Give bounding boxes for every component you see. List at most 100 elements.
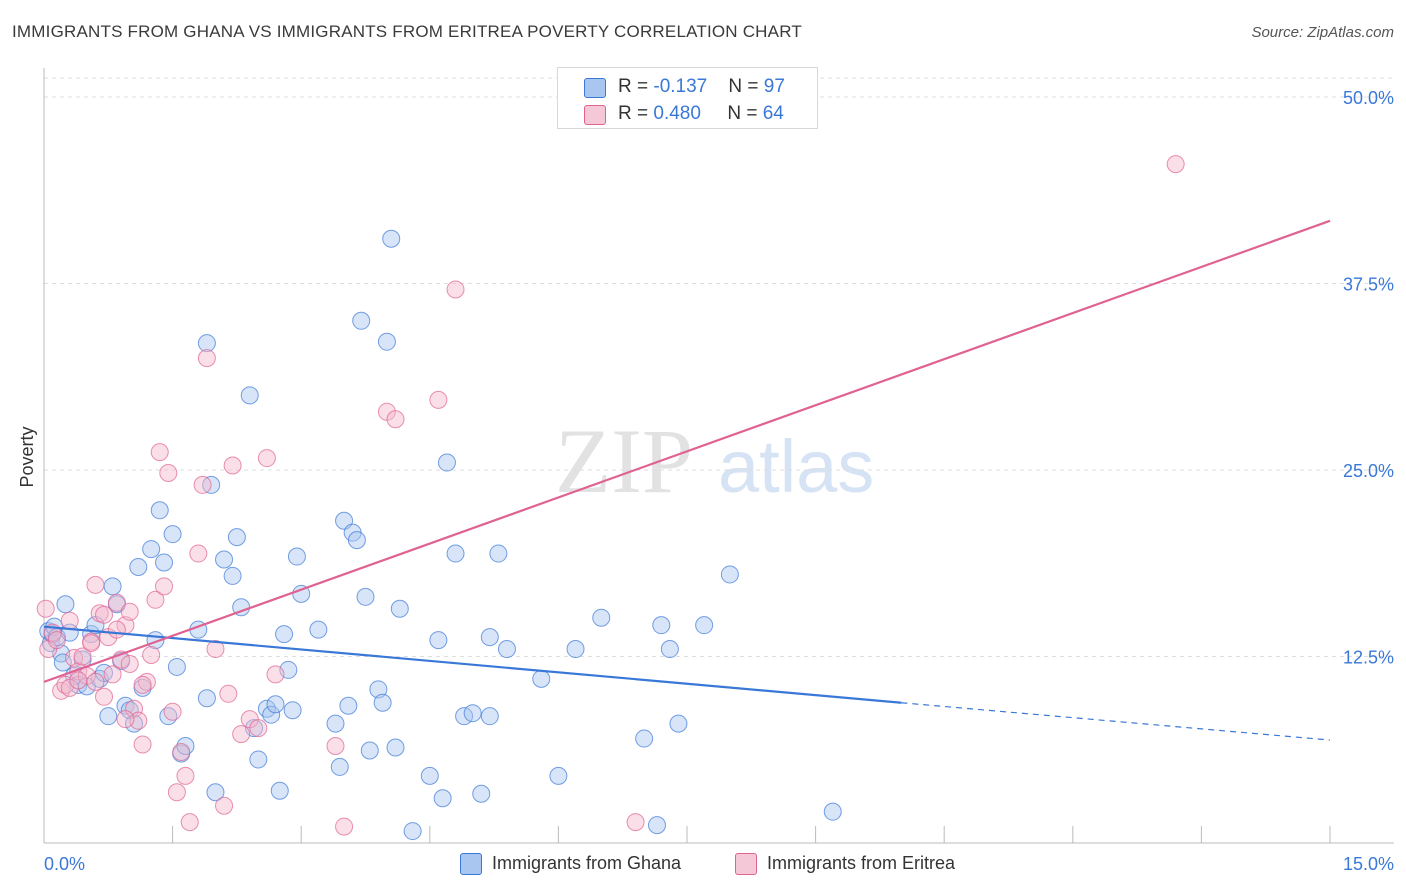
data-point [86, 672, 105, 691]
trend-lines [43, 219, 1331, 741]
data-point [382, 229, 401, 248]
data-point [262, 705, 281, 724]
chart-title: IMMIGRANTS FROM GHANA VS IMMIGRANTS FROM… [12, 22, 802, 41]
data-point [167, 657, 186, 676]
data-point [330, 757, 349, 776]
data-point [36, 599, 55, 618]
data-point [373, 693, 392, 712]
data-point [129, 557, 148, 576]
data-point [142, 646, 161, 665]
eritrea-r-label: R = [618, 103, 654, 124]
data-point [347, 531, 366, 550]
data-point [257, 449, 276, 468]
data-point [249, 719, 268, 738]
data-point [549, 766, 568, 785]
data-point [215, 550, 234, 569]
trend-line-ghana-extension [901, 702, 1331, 741]
data-point [480, 628, 499, 647]
chart-source: Source: ZipAtlas.com [1251, 24, 1394, 41]
data-point [107, 620, 126, 639]
data-point [53, 653, 72, 672]
data-point [232, 725, 251, 744]
ghana-n-label: N = [728, 76, 764, 97]
data-point [120, 654, 139, 673]
x-tick-label-min: 0.0% [44, 854, 85, 874]
legend-swatch-ghana [460, 853, 482, 875]
series-ghana [39, 229, 842, 841]
data-point [99, 707, 118, 726]
data-point [240, 386, 259, 405]
data-point [403, 822, 422, 841]
data-point [155, 577, 174, 596]
data-point [386, 738, 405, 757]
data-points [36, 155, 1185, 841]
ghana-r-value: -0.137 [653, 76, 708, 97]
data-point [193, 475, 212, 494]
data-point [103, 577, 122, 596]
eritrea-swatch [584, 105, 606, 125]
data-point [142, 540, 161, 559]
data-point [223, 566, 242, 585]
gridlines [44, 77, 1394, 657]
data-point [463, 704, 482, 723]
axes [43, 68, 1394, 844]
x-tick-labels: 0.0% 15.0% [44, 854, 1394, 874]
data-point [626, 813, 645, 832]
data-point [95, 605, 114, 624]
trend-line-ghana [43, 625, 902, 704]
data-point [197, 349, 216, 368]
data-point [823, 802, 842, 821]
data-point [176, 766, 195, 785]
data-point [155, 553, 174, 572]
data-point [107, 593, 126, 612]
data-point [497, 640, 516, 659]
data-point [129, 711, 148, 730]
data-point [720, 565, 739, 584]
data-point [592, 608, 611, 627]
data-point [206, 640, 225, 659]
data-point [369, 680, 388, 699]
data-point [326, 714, 345, 733]
legend-label-eritrea: Immigrants from Eritrea [767, 853, 956, 873]
data-point [283, 701, 302, 720]
data-point [172, 742, 191, 761]
data-point [1166, 155, 1185, 174]
data-point [566, 640, 585, 659]
data-point [146, 590, 165, 609]
data-point [150, 443, 169, 462]
eritrea-r-value: 0.480 [653, 103, 701, 124]
ghana-n-value: 97 [763, 76, 785, 97]
data-point [480, 707, 499, 726]
data-point [433, 789, 452, 808]
data-point [377, 332, 396, 351]
data-point [47, 631, 66, 650]
ghana-r-label: R = [618, 76, 654, 97]
stats-legend: R = -0.137 N = 97 R = 0.480 N = 64 [557, 67, 818, 129]
legend-swatch-eritrea [735, 853, 757, 875]
data-point [390, 599, 409, 618]
data-point [429, 390, 448, 409]
data-point [352, 311, 371, 330]
y-tick-label: 12.5% [1343, 648, 1394, 668]
data-point [446, 280, 465, 299]
data-point [420, 766, 439, 785]
data-point [133, 675, 152, 694]
data-point [163, 525, 182, 544]
data-point [669, 714, 688, 733]
data-point [73, 647, 92, 666]
data-point [360, 741, 379, 760]
eritrea-n-label: N = [727, 103, 763, 124]
ghana-swatch [584, 78, 606, 98]
data-point [266, 695, 285, 714]
data-point [472, 784, 491, 803]
data-point [120, 602, 139, 621]
data-point [489, 544, 508, 563]
trend-line-eritrea [43, 219, 1331, 683]
eritrea-n-value: 64 [762, 103, 784, 124]
data-point [180, 813, 199, 832]
data-point [249, 750, 268, 769]
data-point [56, 595, 75, 614]
data-point [429, 631, 448, 650]
watermark-atlas: atlas [718, 425, 874, 508]
